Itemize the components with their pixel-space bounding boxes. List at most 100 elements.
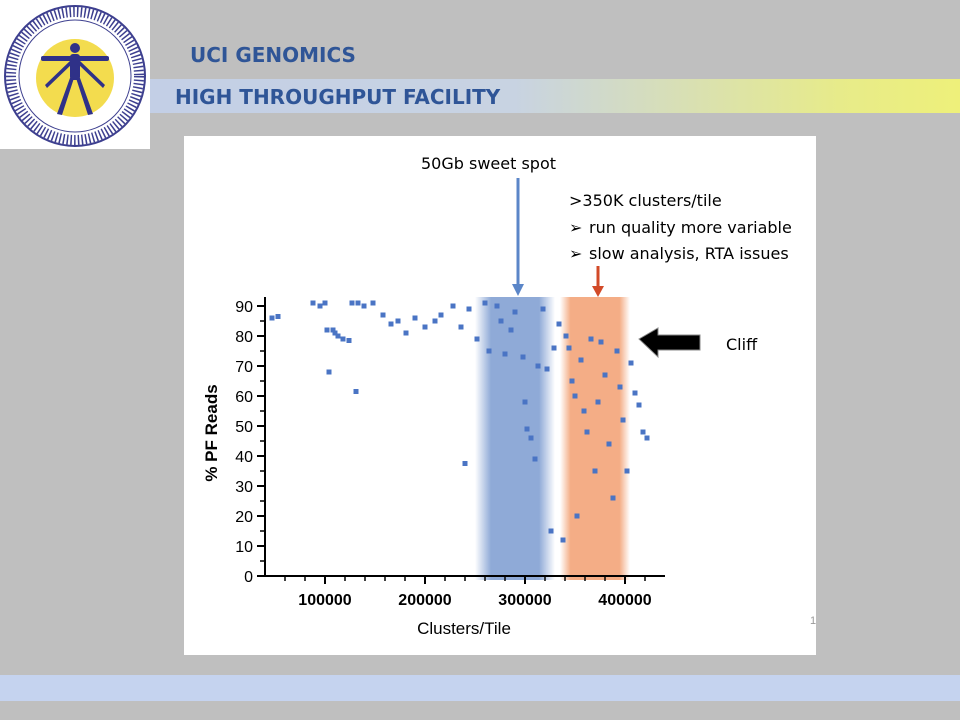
x-tick-label: 400000 [598, 592, 651, 609]
bullet-2-symbol: ➢ [569, 244, 582, 263]
data-point [494, 303, 500, 309]
data-point [353, 389, 359, 394]
data-point [450, 303, 456, 309]
data-point [532, 456, 538, 462]
slide-number: 1 [810, 615, 816, 627]
data-point [540, 306, 546, 312]
y-tick-label: 40 [235, 449, 253, 466]
sweet-spot-arrowhead [512, 284, 524, 296]
data-point [581, 408, 587, 414]
data-point [632, 390, 638, 396]
data-point [462, 461, 468, 466]
data-point [422, 324, 428, 330]
title-band [150, 79, 960, 113]
data-point [614, 348, 620, 354]
x-tick-label: 300000 [498, 592, 551, 609]
facility-title: HIGH THROUGHPUT FACILITY [175, 85, 501, 109]
data-point [606, 441, 612, 447]
data-point [520, 354, 526, 360]
data-point [380, 312, 386, 318]
x-tick-label: 200000 [398, 592, 451, 609]
org-title: UCI GENOMICS [190, 43, 356, 67]
data-point [617, 384, 623, 390]
data-point [569, 378, 575, 384]
cliff-arrow-icon [638, 327, 701, 359]
data-point [528, 435, 534, 441]
data-point [395, 318, 401, 324]
y-tick-label: 50 [235, 419, 253, 436]
y-tick-label: 80 [235, 329, 253, 346]
data-point [602, 372, 608, 378]
y-axis-title: % PF Reads [202, 384, 221, 481]
data-point [346, 338, 352, 343]
data-point [556, 321, 562, 327]
data-point [522, 399, 528, 405]
data-point [438, 312, 444, 318]
data-point [498, 318, 504, 324]
data-point [544, 366, 550, 372]
footer-band [0, 675, 960, 701]
data-point [524, 426, 530, 432]
data-point [620, 417, 626, 423]
data-point [502, 351, 508, 357]
bullet-2-text: slow analysis, RTA issues [589, 244, 789, 263]
data-point [340, 336, 346, 342]
data-point [458, 324, 464, 330]
bullet-1-text: run quality more variable [589, 218, 792, 237]
data-point [486, 348, 492, 354]
pf-reads-scatter-chart: 0 10 20 30 40 50 60 70 80 90 100000 200000 300000 400… [202, 154, 816, 638]
data-point [624, 468, 630, 474]
data-point [388, 321, 394, 327]
data-point [572, 393, 578, 399]
data-point [584, 429, 590, 435]
x-tick-label: 100000 [298, 592, 351, 609]
data-point [551, 345, 557, 351]
data-point [482, 300, 488, 306]
region-band-2 [560, 297, 630, 580]
data-point [412, 315, 418, 321]
y-tick-label: 60 [235, 389, 253, 406]
region-band-1 [475, 297, 555, 580]
vitruvian-man-logo-icon [4, 5, 146, 147]
logo-panel [0, 0, 150, 149]
data-point [595, 399, 601, 405]
data-point [644, 435, 650, 441]
data-point [269, 315, 275, 321]
chart-panel: 0 10 20 30 40 50 60 70 80 90 100000 200000 300000 400… [184, 136, 816, 655]
data-point [508, 327, 514, 333]
y-tick-label: 90 [235, 299, 253, 316]
data-point [560, 537, 566, 543]
data-point [535, 363, 541, 369]
data-point [640, 429, 646, 435]
data-point [326, 369, 332, 375]
data-point [592, 468, 598, 474]
y-tick-label: 20 [235, 509, 253, 526]
data-point [512, 309, 518, 315]
cliff-label: Cliff [726, 335, 758, 354]
data-point [355, 300, 361, 306]
y-tick-label: 30 [235, 479, 253, 496]
y-tick-label: 70 [235, 359, 253, 376]
data-point [474, 336, 480, 342]
data-point [322, 300, 328, 306]
bullet-1-symbol: ➢ [569, 218, 582, 237]
data-point [628, 360, 634, 366]
data-point [403, 330, 409, 336]
data-point [598, 339, 604, 345]
data-point [275, 314, 281, 319]
cliff-region-arrowhead [592, 286, 604, 297]
y-tick-label: 10 [235, 539, 253, 556]
clusters-note-label: >350K clusters/tile [569, 191, 722, 210]
data-point [588, 336, 594, 342]
sweet-spot-label: 50Gb sweet spot [421, 154, 556, 173]
data-point [324, 327, 330, 333]
data-point [578, 357, 584, 363]
y-tick-label: 0 [244, 569, 253, 586]
data-point [636, 402, 642, 408]
data-point [330, 327, 336, 333]
data-point [432, 318, 438, 324]
data-point [349, 300, 355, 306]
data-point [370, 300, 376, 306]
data-point [335, 333, 341, 339]
x-axis-title: Clusters/Tile [417, 619, 511, 638]
